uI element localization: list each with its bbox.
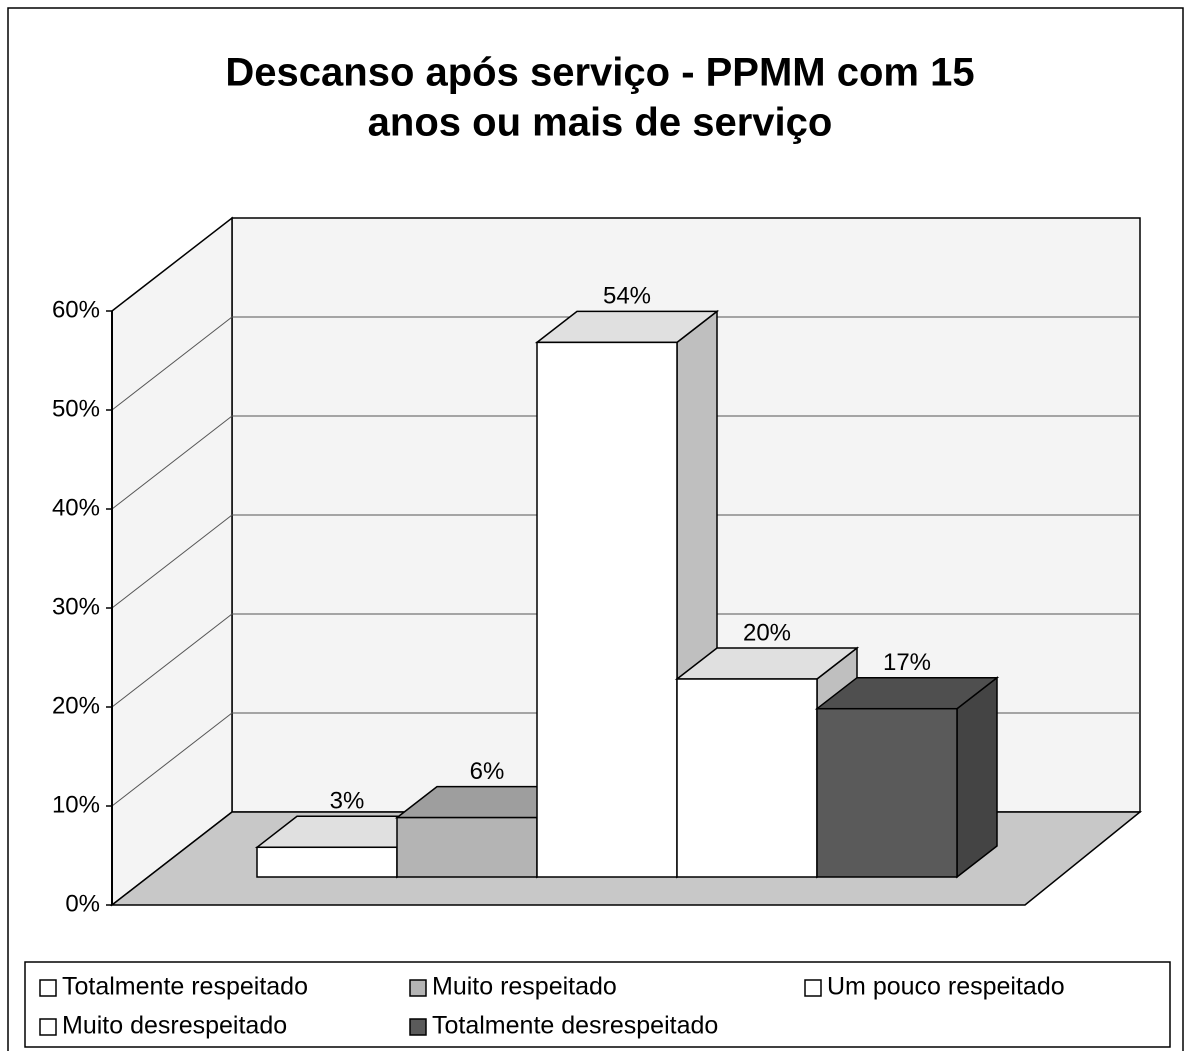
value-label: 54% [603,283,651,310]
grid-line [111,613,233,708]
y-tick-label: 40% [52,494,100,521]
y-tick-label: 50% [52,395,100,422]
y-tick-label: 30% [52,593,100,620]
grid-line [111,415,233,510]
bar-side [956,676,998,879]
bar [816,707,958,878]
legend-swatch [804,979,822,997]
chart-title: anos ou mais de serviço [368,101,833,145]
value-label: 6% [470,758,505,785]
y-tick-label: 60% [52,296,100,323]
legend-swatch [39,1018,57,1036]
grid-line [111,712,233,807]
y-tick-label: 10% [52,791,100,818]
chart-title: Descanso após serviço - PPMM com 15 [225,51,974,95]
legend-label: Muito desrespeitado [62,1012,287,1040]
legend-swatch [409,1018,427,1036]
legend [24,961,1171,1048]
legend-swatch [39,979,57,997]
legend-label: Totalmente desrespeitado [432,1012,718,1040]
legend-label: Muito respeitado [432,973,617,1001]
value-label: 20% [743,619,791,646]
y-tick-label: 0% [65,890,100,917]
value-label: 3% [330,788,365,815]
bar [536,341,678,878]
bar [256,846,398,878]
y-tick-label: 20% [52,692,100,719]
bar [676,678,818,878]
legend-label: Um pouco respeitado [827,973,1065,1001]
chart-border [7,7,1184,1051]
legend-swatch [409,979,427,997]
bar [396,816,538,878]
grid-line [111,514,233,609]
legend-label: Totalmente respeitado [62,973,308,1001]
grid-line [111,316,233,411]
value-label: 17% [883,649,931,676]
